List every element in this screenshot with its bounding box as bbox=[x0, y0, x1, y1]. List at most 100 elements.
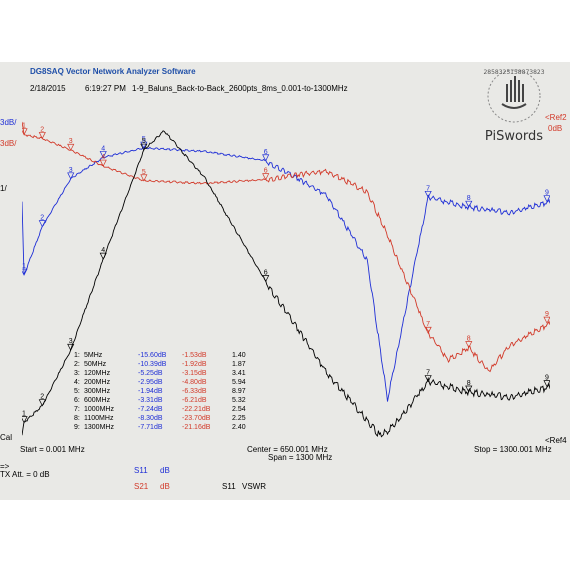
marker-label: 1 bbox=[22, 263, 26, 270]
marker-point bbox=[543, 195, 550, 203]
marker-vswr: 2.25 bbox=[232, 415, 246, 422]
marker-label: 7 bbox=[426, 185, 430, 192]
marker-freq: 50MHz bbox=[84, 361, 107, 368]
marker-s21: -4.80dB bbox=[182, 379, 207, 386]
measurement-filename: 1-9_Baluns_Back-to-Back_2600pts_8ms_0.00… bbox=[132, 84, 348, 93]
marker-freq: 300MHz bbox=[84, 388, 111, 395]
ref2-label: <Ref2 bbox=[545, 113, 567, 122]
legend-vswr-name[interactable]: S11 bbox=[222, 482, 236, 491]
marker-point bbox=[22, 416, 28, 424]
marker-point bbox=[424, 326, 432, 334]
marker-row: 4: 200MHz -2.95dB -4.80dB 5.94 bbox=[74, 379, 304, 388]
marker-label: 2 bbox=[40, 215, 44, 222]
piswords-logo-icon: 2858325158873823 PiSwords bbox=[483, 69, 544, 144]
marker-label: 3 bbox=[69, 138, 73, 145]
vswr-scale-label: 1/ bbox=[0, 184, 7, 193]
measurement-date: 2/18/2015 bbox=[30, 84, 66, 93]
marker-point bbox=[424, 190, 432, 199]
marker-s11: -7.24dB bbox=[138, 406, 163, 413]
marker-row: 7: 1000MHz -7.24dB -22.21dB 2.54 bbox=[74, 406, 304, 415]
marker-row: 9: 1300MHz -7.71dB -21.16dB 2.40 bbox=[74, 424, 304, 433]
legend-arrow: => bbox=[0, 462, 10, 471]
marker-label: 9 bbox=[545, 190, 549, 197]
app-title: DG8SAQ Vector Network Analyzer Software bbox=[30, 67, 196, 76]
marker-label: 8 bbox=[467, 380, 471, 387]
marker-row: 2: 50MHz -10.39dB -1.92dB 1.87 bbox=[74, 361, 304, 370]
tx-attenuation: TX Att. = 0 dB bbox=[0, 470, 50, 479]
marker-point bbox=[67, 172, 75, 180]
marker-point bbox=[424, 375, 432, 383]
marker-point bbox=[38, 132, 46, 140]
marker-point bbox=[140, 141, 148, 149]
trace-line-2 bbox=[22, 121, 550, 373]
marker-s11: -7.71dB bbox=[138, 424, 163, 431]
marker-row: 8: 1100MHz -8.30dB -23.70dB 2.25 bbox=[74, 415, 304, 424]
marker-point bbox=[67, 343, 75, 352]
marker-point bbox=[543, 316, 550, 324]
marker-point bbox=[543, 380, 550, 388]
marker-num: 3: bbox=[74, 370, 80, 377]
marker-label: 6 bbox=[264, 168, 268, 175]
s11-scale-label: 3dB/ bbox=[0, 118, 17, 127]
marker-label: 2 bbox=[40, 126, 44, 133]
marker-row: 5: 300MHz -1.94dB -6.33dB 8.97 bbox=[74, 388, 304, 397]
marker-num: 5: bbox=[74, 388, 80, 395]
marker-num: 8: bbox=[74, 415, 80, 422]
marker-point bbox=[262, 173, 270, 181]
trace-line-3 bbox=[22, 130, 550, 438]
marker-point bbox=[465, 341, 473, 349]
marker-s21: -1.92dB bbox=[182, 361, 207, 368]
marker-row: 3: 120MHz -5.25dB -3.15dB 3.41 bbox=[74, 370, 304, 379]
marker-label: 1 bbox=[22, 123, 26, 130]
marker-point bbox=[67, 143, 75, 152]
marker-point bbox=[99, 252, 107, 260]
marker-num: 1: bbox=[74, 352, 80, 359]
marker-point bbox=[465, 385, 473, 393]
ref2-value-label: 0dB bbox=[548, 124, 563, 133]
marker-label: 6 bbox=[264, 269, 268, 276]
marker-vswr: 2.40 bbox=[232, 424, 246, 431]
marker-s21: -22.21dB bbox=[182, 406, 211, 413]
center-frequency: Center = 650.001 MHz bbox=[247, 445, 328, 454]
marker-table: 1: 5MHz -15.60dB -1.53dB 1.40 2: 50MHz -10.39dB… bbox=[74, 352, 304, 433]
marker-vswr: 5.32 bbox=[232, 397, 246, 404]
marker-label: 1 bbox=[22, 411, 26, 418]
logo-text: PiSwords bbox=[485, 129, 543, 144]
marker-s11: -5.25dB bbox=[138, 370, 163, 377]
marker-point bbox=[262, 275, 270, 283]
legend-s11-name[interactable]: S11 bbox=[134, 466, 148, 475]
marker-vswr: 2.54 bbox=[232, 406, 246, 413]
marker-label: 4 bbox=[101, 145, 105, 152]
marker-point bbox=[22, 268, 28, 276]
marker-point bbox=[262, 154, 270, 162]
marker-vswr: 5.94 bbox=[232, 379, 246, 386]
trace-line-1 bbox=[22, 146, 550, 402]
legend-vswr-unit: VSWR bbox=[242, 482, 266, 491]
marker-s11: -8.30dB bbox=[138, 415, 163, 422]
stop-frequency: Stop = 1300.001 MHz bbox=[474, 445, 552, 454]
marker-label: 7 bbox=[426, 370, 430, 377]
marker-label: 8 bbox=[467, 195, 471, 202]
marker-label: 2 bbox=[40, 394, 44, 401]
marker-label: 5 bbox=[142, 136, 146, 143]
marker-freq: 600MHz bbox=[84, 397, 111, 404]
marker-freq: 120MHz bbox=[84, 370, 111, 377]
marker-label: 3 bbox=[69, 338, 73, 345]
marker-s11: -3.31dB bbox=[138, 397, 163, 404]
marker-point bbox=[99, 151, 107, 159]
marker-s11: -2.95dB bbox=[138, 379, 163, 386]
marker-num: 7: bbox=[74, 406, 80, 413]
ref4-label: <Ref4 bbox=[545, 436, 567, 445]
cal-label: Cal bbox=[0, 433, 13, 442]
legend-s21-name[interactable]: S21 bbox=[134, 482, 149, 491]
marker-s21: -1.53dB bbox=[182, 352, 207, 359]
marker-num: 4: bbox=[74, 379, 80, 386]
marker-point bbox=[38, 399, 46, 407]
start-frequency: Start = 0.001 MHz bbox=[20, 445, 85, 454]
marker-point bbox=[140, 174, 148, 182]
marker-freq: 1100MHz bbox=[84, 415, 114, 422]
marker-s21: -21.16dB bbox=[182, 424, 211, 431]
legend-s21-unit: dB bbox=[160, 482, 170, 491]
marker-row: 6: 600MHz -3.31dB -6.21dB 5.32 bbox=[74, 397, 304, 406]
marker-label: 4 bbox=[101, 247, 105, 254]
